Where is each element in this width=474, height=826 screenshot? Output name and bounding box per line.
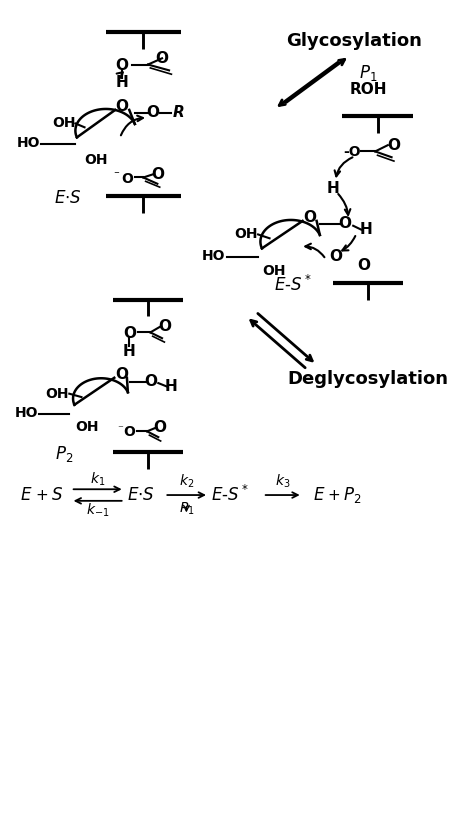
Text: O: O <box>123 326 136 341</box>
Text: O: O <box>387 138 401 153</box>
Text: O: O <box>123 425 135 439</box>
Text: O: O <box>116 367 129 382</box>
Text: O: O <box>329 249 342 263</box>
Text: O: O <box>146 105 159 121</box>
Text: $+$: $+$ <box>328 487 340 502</box>
Text: O: O <box>338 216 351 231</box>
Text: $P_1$: $P_1$ <box>179 501 194 517</box>
Text: H: H <box>359 222 372 237</box>
Text: H: H <box>327 181 339 196</box>
Text: ⁻: ⁻ <box>117 424 123 434</box>
Text: $S$: $S$ <box>51 486 63 504</box>
Text: O: O <box>151 167 164 182</box>
Text: ⁻: ⁻ <box>113 170 119 181</box>
Text: O: O <box>121 172 133 186</box>
Text: O: O <box>144 374 157 389</box>
Text: -O: -O <box>343 145 361 159</box>
Text: $P_2$: $P_2$ <box>55 444 73 464</box>
Text: R: R <box>173 105 184 121</box>
Text: $E{\cdot}S$: $E{\cdot}S$ <box>55 189 82 207</box>
Text: H: H <box>123 344 136 358</box>
Text: HO: HO <box>17 135 40 150</box>
Text: $+$: $+$ <box>35 487 48 502</box>
Text: OH: OH <box>45 387 68 401</box>
Text: $k_2$: $k_2$ <box>179 472 194 491</box>
Text: O: O <box>155 50 169 66</box>
Text: O: O <box>158 319 171 334</box>
Text: $E\text{-}S^*$: $E\text{-}S^*$ <box>211 485 249 505</box>
Text: $E$: $E$ <box>313 486 325 504</box>
Text: Deglycosylation: Deglycosylation <box>288 370 449 388</box>
Text: OH: OH <box>75 420 99 434</box>
Text: Glycosylation: Glycosylation <box>286 32 422 50</box>
Text: OH: OH <box>235 227 258 241</box>
Text: $k_1$: $k_1$ <box>90 471 105 488</box>
Text: $E{\cdot}S$: $E{\cdot}S$ <box>127 486 155 504</box>
Text: $P_1$: $P_1$ <box>359 63 377 83</box>
Text: ROH: ROH <box>349 82 387 97</box>
Text: OH: OH <box>263 263 286 278</box>
Text: $E$: $E$ <box>20 486 32 504</box>
Text: $P_2$: $P_2$ <box>343 485 361 505</box>
Text: O: O <box>153 420 166 435</box>
Text: O: O <box>357 259 370 273</box>
Text: O: O <box>116 99 129 114</box>
Text: H: H <box>116 75 128 90</box>
Text: O: O <box>303 210 316 225</box>
Text: HO: HO <box>14 406 38 420</box>
Text: OH: OH <box>85 153 108 167</box>
Text: HO: HO <box>202 249 225 263</box>
Text: $k_{-1}$: $k_{-1}$ <box>86 501 109 520</box>
Text: $E\text{-}S^*$: $E\text{-}S^*$ <box>274 275 312 295</box>
Text: $k_3$: $k_3$ <box>275 472 290 491</box>
Text: O: O <box>116 58 129 73</box>
Text: H: H <box>165 379 178 394</box>
Text: OH: OH <box>52 116 75 131</box>
